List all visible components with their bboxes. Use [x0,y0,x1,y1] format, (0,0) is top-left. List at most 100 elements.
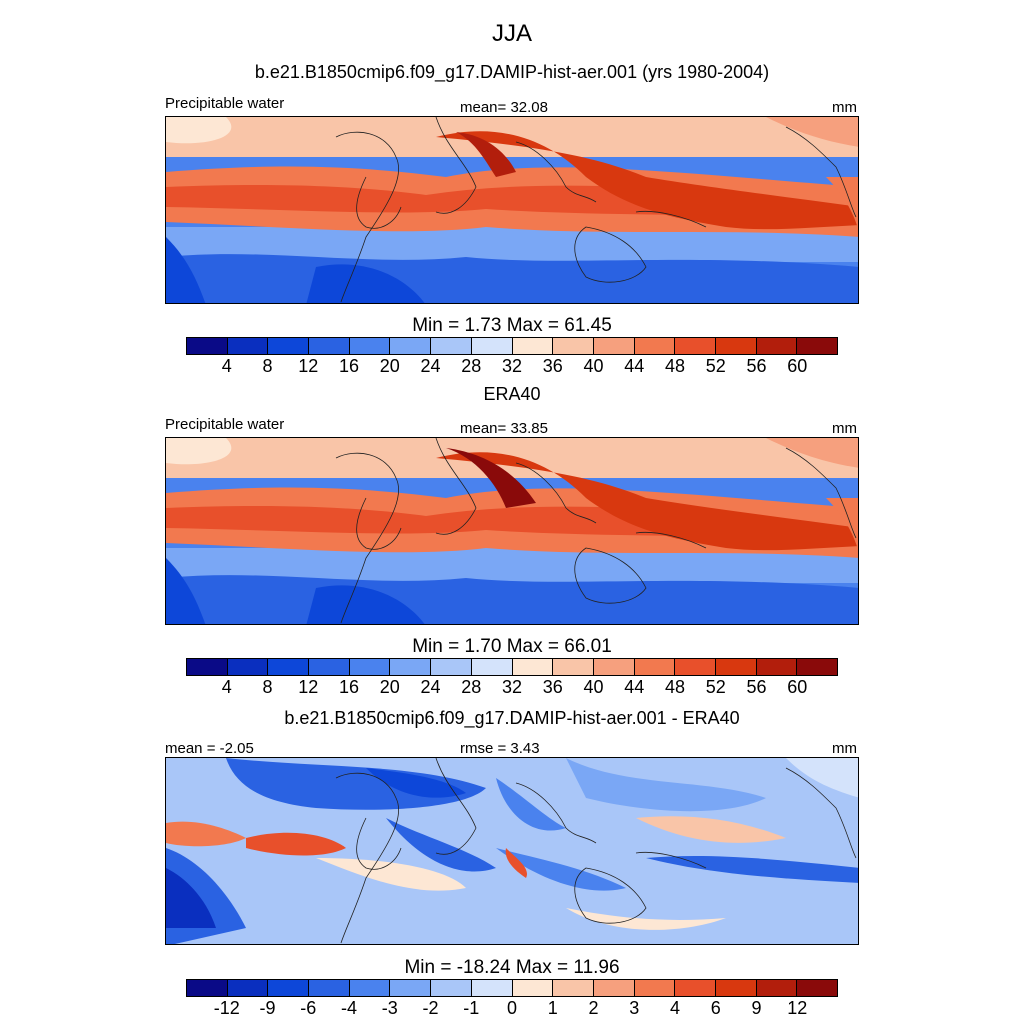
colorbar-swatch [268,980,310,996]
colorbar-tick-label: 28 [461,356,482,376]
panel-1-colorbar [186,337,838,355]
colorbar-swatch [593,659,635,675]
colorbar-tick-label: -4 [340,998,358,1018]
colorbar-swatch [390,659,432,675]
colorbar-tick-label: 8 [262,356,273,376]
colorbar-tick-label: 40 [583,677,604,697]
colorbar-tick-label: 9 [751,998,762,1018]
panel-3-map [165,757,859,945]
colorbar-tick-label: 20 [379,356,400,376]
panel-2-mean-label: mean= 33.85 [460,420,548,437]
colorbar-tick-label: 60 [787,677,808,697]
colorbar-swatch [431,980,472,996]
colorbar-tick-label: 56 [746,677,767,697]
colorbar-swatch [471,980,513,996]
colorbar-swatch [593,980,635,996]
colorbar-swatch [593,338,635,354]
colorbar-tick-label: 32 [501,356,523,376]
panel-3-colorbar [186,979,838,997]
colorbar-tick-label: 48 [664,677,686,697]
panel-1-map [165,116,859,304]
colorbar-swatch [675,980,716,996]
colorbar-tick-label: -2 [422,998,439,1018]
colorbar-tick-label: 16 [338,356,360,376]
colorbar-swatch [431,659,472,675]
colorbar-swatch [553,980,594,996]
colorbar-tick-label: -1 [463,998,480,1018]
panel-2-heading: ERA40 [483,384,541,404]
panel-1-map-field [166,117,858,303]
colorbar-tick-label: 24 [420,356,441,376]
colorbar-swatch [756,338,798,354]
colorbar-swatch [471,659,513,675]
colorbar-tick-label: 4 [669,998,681,1018]
colorbar-swatch [675,338,716,354]
colorbar-tick-label: 60 [787,356,808,376]
colorbar-swatch [675,659,716,675]
colorbar-swatch [309,659,350,675]
colorbar-tick-label: 52 [705,677,726,697]
colorbar-swatch [227,659,269,675]
colorbar-tick-label: 36 [542,356,563,376]
colorbar-swatch [349,980,391,996]
colorbar-tick-label: 12 [298,677,319,697]
colorbar-swatch [797,659,837,675]
colorbar-swatch [349,338,391,354]
panel-1-variable-label: Precipitable water [165,95,285,112]
colorbar-tick-label: 56 [746,356,767,376]
colorbar-tick-label: 44 [624,677,645,697]
colorbar-swatch [797,338,837,354]
colorbar-swatch [471,338,513,354]
colorbar-tick-label: 0 [506,998,518,1018]
panel-1-heading: b.e21.B1850cmip6.f09_g17.DAMIP-hist-aer.… [254,62,770,82]
colorbar-swatch [512,980,554,996]
colorbar-tick-label: 1 [547,998,558,1018]
colorbar-swatch [715,338,757,354]
colorbar-tick-label: -6 [300,998,317,1018]
panel-3-map-field [166,758,858,944]
panel-3-units-label: mm [832,740,857,757]
colorbar-swatch [715,659,757,675]
colorbar-tick-label: -3 [381,998,398,1018]
colorbar-swatch [227,980,269,996]
colorbar-tick-label: 4 [221,677,232,697]
colorbar-swatch [227,338,269,354]
colorbar-swatch [756,659,798,675]
figure-title: JJA [491,20,532,47]
colorbar-tick-label: 8 [262,677,273,697]
panel-1-mean-label: mean= 32.08 [460,99,548,116]
colorbar-swatch [390,980,432,996]
panel-2-map-field [166,438,858,624]
colorbar-tick-label: 16 [338,677,360,697]
colorbar-swatch [634,980,676,996]
colorbar-tick-label: 36 [542,677,563,697]
colorbar-tick-label: 12 [298,356,319,376]
colorbar-swatch [553,338,594,354]
colorbar-tick-label: 52 [705,356,726,376]
panel-2-min-max: Min = 1.70 Max = 66.01 [412,636,612,657]
colorbar-swatch [187,980,228,996]
colorbar-tick-label: 40 [583,356,604,376]
colorbar-swatch [512,659,554,675]
colorbar-tick-label: 3 [629,998,640,1018]
colorbar-swatch [715,980,757,996]
colorbar-swatch [756,980,798,996]
panel-3-rmse-label: rmse = 3.43 [460,740,540,757]
colorbar-tick-label: 2 [588,998,599,1018]
colorbar-swatch [268,338,310,354]
colorbar-tick-label: 12 [787,998,808,1018]
panel-1-units-label: mm [832,99,857,116]
colorbar-swatch [512,338,554,354]
colorbar-tick-label: 48 [664,356,686,376]
colorbar-swatch [634,338,676,354]
colorbar-swatch [187,659,228,675]
panel-3-mean-label: mean = -2.05 [165,740,254,757]
colorbar-tick-label: 32 [501,677,523,697]
panel-2-units-label: mm [832,420,857,437]
colorbar-tick-label: 4 [221,356,232,376]
colorbar-swatch [390,338,432,354]
panel-3-min-max: Min = -18.24 Max = 11.96 [404,957,620,978]
panel-1-min-max: Min = 1.73 Max = 61.45 [412,315,612,336]
colorbar-swatch [187,338,228,354]
panel-3-colorbar-ticks: -12 -9 -6 -4 -3 -2 -1 0 1 2 3 4 6 9 12 [186,998,838,1020]
